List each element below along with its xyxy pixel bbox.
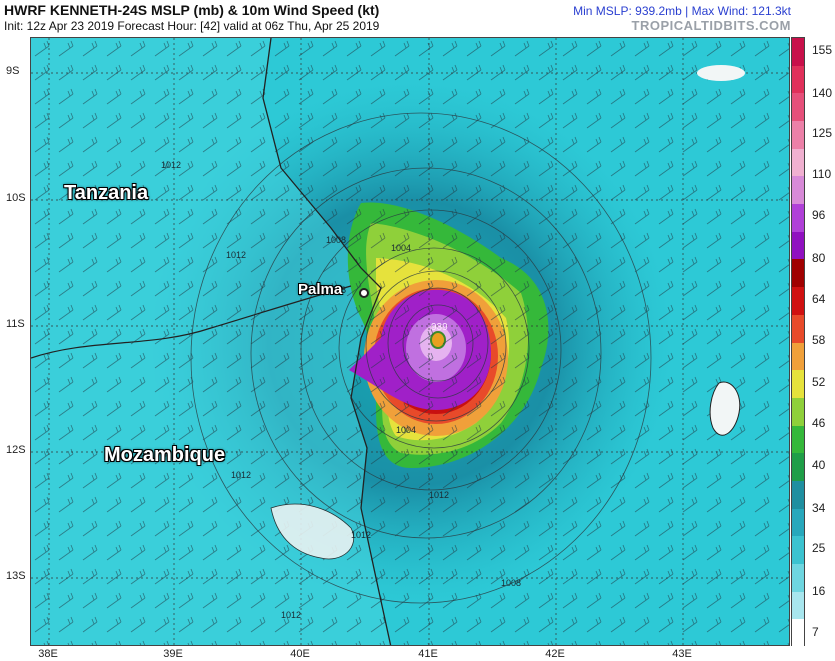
brand-watermark: TROPICALTIDBITS.COM xyxy=(631,18,791,33)
lon-label: 38E xyxy=(38,648,58,660)
colorbar-segment xyxy=(792,453,804,482)
label-mozambique: Mozambique xyxy=(104,444,226,466)
colorbar-segment xyxy=(792,480,804,510)
colorbar-segment xyxy=(792,259,804,288)
colorbar-segment xyxy=(792,536,804,565)
palma-marker xyxy=(359,288,369,298)
colorbar-segment xyxy=(792,121,804,150)
label-palma: Palma xyxy=(298,281,343,298)
isobar-label: 1008 xyxy=(326,285,346,295)
lon-label: 40E xyxy=(290,648,310,660)
colorbar-segment xyxy=(792,563,804,593)
colorbar-segment xyxy=(792,38,804,67)
label-tanzania: Tanzania xyxy=(64,182,149,204)
wind-barbs xyxy=(31,38,789,645)
colorbar-segment xyxy=(792,342,804,371)
isobar-label: 1012 xyxy=(231,470,251,480)
colorbar-label: 155 xyxy=(812,43,833,57)
min-max-stats: Min MSLP: 939.2mb | Max Wind: 121.3kt xyxy=(573,4,791,18)
lon-label: 43E xyxy=(672,648,692,660)
lat-lon-grid xyxy=(31,38,789,645)
colorbar-segment xyxy=(792,231,804,260)
colorbar-label: 110 xyxy=(812,167,832,181)
colorbar-segment xyxy=(792,397,804,427)
lon-label: 39E xyxy=(163,648,183,660)
isobar-label: 1012 xyxy=(281,610,301,620)
border-tanzania-mozambique xyxy=(31,285,352,359)
island-coast-patch xyxy=(270,503,354,560)
colorbar-label: 58 xyxy=(812,333,826,347)
colorbar-label: 46 xyxy=(812,416,826,430)
isobar-label: 1012 xyxy=(161,160,181,170)
colorbar-segment xyxy=(792,619,804,648)
colorbar-segment xyxy=(792,425,804,454)
map-subtitle: Init: 12z Apr 23 2019 Forecast Hour: [42… xyxy=(4,19,380,33)
colorbar-label: 64 xyxy=(812,292,826,306)
center-pressure-label: 939 xyxy=(431,322,448,333)
coastline xyxy=(262,38,392,645)
colorbar-segment xyxy=(792,65,804,94)
colorbar-label: 80 xyxy=(812,251,826,265)
colorbar-label: 52 xyxy=(812,375,826,389)
header-stats: Min MSLP: 939.2mb | Max Wind: 121.3kt TR… xyxy=(573,4,791,34)
colorbar-label: 140 xyxy=(812,86,833,100)
isobar-label: 1012 xyxy=(351,530,371,540)
colorbar-segment xyxy=(792,148,804,177)
colorbar-segment xyxy=(792,370,804,399)
island-north xyxy=(697,65,745,81)
isobar-label: 1004 xyxy=(391,243,411,253)
colorbar-segment xyxy=(792,508,804,537)
colorbar-label: 7 xyxy=(812,625,819,639)
isobar-label: 1012 xyxy=(429,490,449,500)
lat-label: 9S xyxy=(6,65,20,77)
map-panel[interactable]: 1012 1008 1004 1012 1008 1004 1012 1012 1012 1008… xyxy=(30,37,790,646)
header: HWRF KENNETH-24S MSLP (mb) & 10m Wind Sp… xyxy=(4,2,379,34)
colorbar-label: 16 xyxy=(812,584,826,598)
isobar-label: 1008 xyxy=(501,578,521,588)
colorbar-label: 125 xyxy=(812,126,833,140)
colorbar-segment xyxy=(792,287,804,316)
lat-label: 12S xyxy=(6,444,26,456)
colorbar-label: 25 xyxy=(812,541,826,555)
lon-label: 41E xyxy=(418,648,438,660)
lon-label: 42E xyxy=(545,648,565,660)
isobar-label: 1012 xyxy=(226,250,246,260)
isobar-labels: 1012 1008 1004 1012 1008 1004 1012 1012 1012 1008… xyxy=(161,160,521,620)
isobar-label: 1004 xyxy=(396,425,416,435)
colorbar-segment xyxy=(792,314,804,343)
lat-label: 11S xyxy=(6,318,25,330)
wind-speed-colorbar xyxy=(791,37,805,648)
colorbar-label: 34 xyxy=(812,501,826,515)
map-title: HWRF KENNETH-24S MSLP (mb) & 10m Wind Sp… xyxy=(4,2,380,18)
colorbar-label: 96 xyxy=(812,208,826,222)
isobar-label: 1008 xyxy=(326,235,346,245)
colorbar-segment xyxy=(792,591,804,620)
colorbar-segment xyxy=(792,93,804,122)
map-canvas: 1012 1008 1004 1012 1008 1004 1012 1012 1012 1008… xyxy=(31,38,789,645)
lat-label: 13S xyxy=(6,570,26,582)
lat-label: 10S xyxy=(6,192,26,204)
island-mayotte xyxy=(709,381,741,436)
colorbar-segment xyxy=(792,176,804,205)
colorbar-label: 40 xyxy=(812,458,826,472)
colorbar-segment xyxy=(792,204,804,233)
